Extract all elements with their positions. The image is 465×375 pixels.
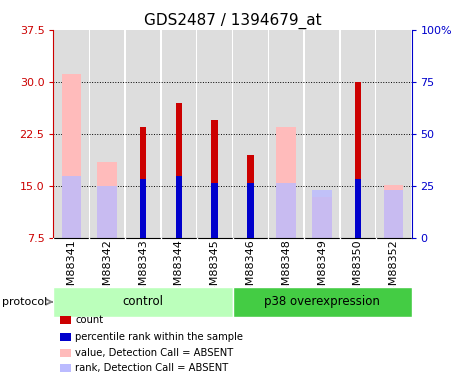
Bar [97, 186, 117, 238]
Bar [247, 183, 253, 238]
Text: control: control [122, 296, 164, 308]
Bar [384, 185, 404, 238]
Bar [54, 30, 88, 238]
Bar [126, 30, 160, 238]
Text: p38 overexpression: p38 overexpression [264, 296, 380, 308]
Text: protocol: protocol [2, 297, 47, 307]
Bar [212, 183, 218, 238]
Bar [276, 183, 296, 238]
Bar [176, 176, 182, 238]
Text: value, Detection Call = ABSENT: value, Detection Call = ABSENT [75, 348, 233, 358]
Text: count: count [75, 315, 103, 325]
Text: percentile rank within the sample: percentile rank within the sample [75, 332, 243, 342]
Title: GDS2487 / 1394679_at: GDS2487 / 1394679_at [144, 12, 321, 28]
Bar [232, 287, 412, 317]
Bar [312, 196, 332, 238]
Bar [198, 30, 232, 238]
Bar [269, 30, 303, 238]
Bar [61, 176, 81, 238]
Bar [61, 74, 81, 238]
Bar [162, 30, 196, 238]
Bar [90, 30, 124, 238]
Bar [176, 103, 182, 238]
Text: rank, Detection Call = ABSENT: rank, Detection Call = ABSENT [75, 363, 229, 373]
Bar [97, 162, 117, 238]
Bar [355, 82, 361, 238]
Bar [377, 30, 411, 238]
Bar [233, 30, 267, 238]
Bar [212, 120, 218, 238]
Bar [355, 179, 361, 238]
Bar [384, 190, 404, 238]
Bar [305, 30, 339, 238]
Bar [341, 30, 375, 238]
Bar [247, 155, 253, 238]
Bar [140, 127, 146, 238]
Bar [312, 190, 332, 238]
Bar [140, 179, 146, 238]
Bar [276, 127, 296, 238]
Bar [53, 287, 232, 317]
